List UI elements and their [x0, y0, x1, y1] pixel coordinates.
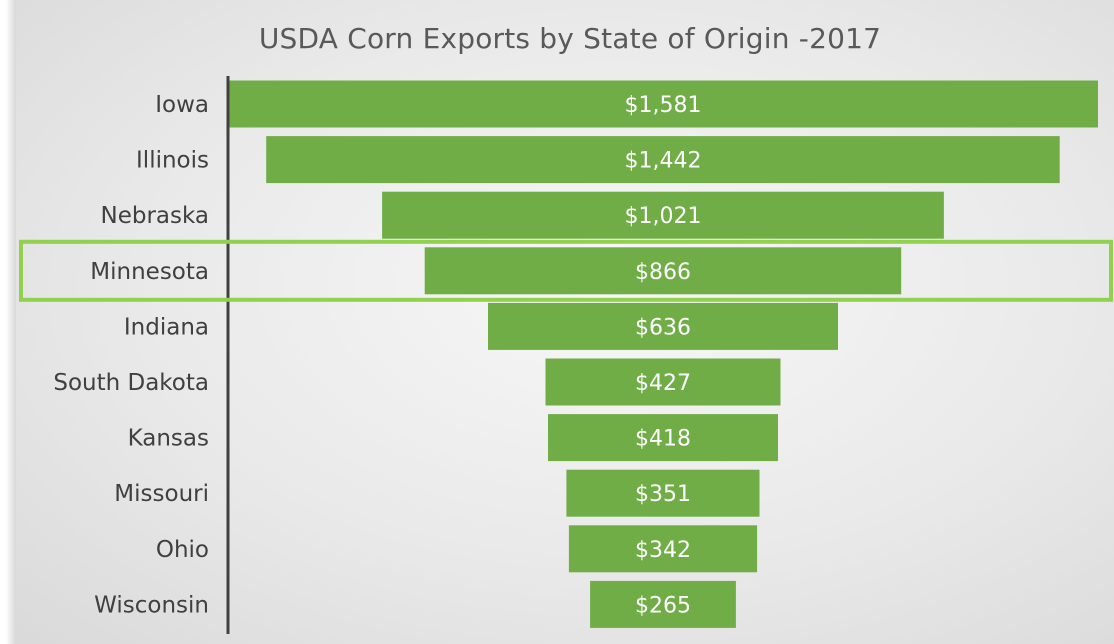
category-label: Wisconsin [94, 592, 209, 618]
value-label: $342 [635, 538, 691, 563]
value-label: $1,021 [625, 204, 702, 229]
value-label: $351 [635, 482, 691, 507]
value-label: $636 [635, 315, 691, 340]
bar-missouri [566, 469, 760, 517]
category-label: Iowa [155, 92, 209, 118]
bar-illinois [266, 136, 1060, 184]
chart-title: USDA Corn Exports by State of Origin -20… [258, 22, 882, 55]
value-label: $866 [635, 260, 691, 285]
bar-nebraska [382, 191, 944, 239]
bar-ohio [568, 525, 758, 573]
category-label: Indiana [124, 314, 209, 340]
category-label: Missouri [114, 481, 209, 507]
value-label: $427 [635, 371, 691, 396]
value-label: $265 [635, 593, 691, 618]
bar-wisconsin [590, 580, 736, 628]
highlight-box-minnesota [19, 239, 1113, 302]
value-label: $1,442 [625, 149, 702, 174]
bar-indiana [488, 302, 838, 350]
left-edge-strip [0, 0, 16, 644]
category-label: Minnesota [90, 259, 209, 285]
bar-iowa [228, 80, 1098, 128]
category-label: Ohio [156, 537, 209, 563]
category-label: Kansas [128, 426, 209, 452]
bar-south-dakota [545, 358, 781, 406]
category-label: Illinois [136, 148, 209, 174]
value-label: $1,581 [625, 93, 702, 118]
bar-kansas [548, 414, 778, 462]
value-label: $418 [635, 427, 691, 452]
category-label: Nebraska [101, 203, 210, 229]
bar-minnesota [424, 247, 902, 295]
category-label: South Dakota [53, 370, 209, 396]
